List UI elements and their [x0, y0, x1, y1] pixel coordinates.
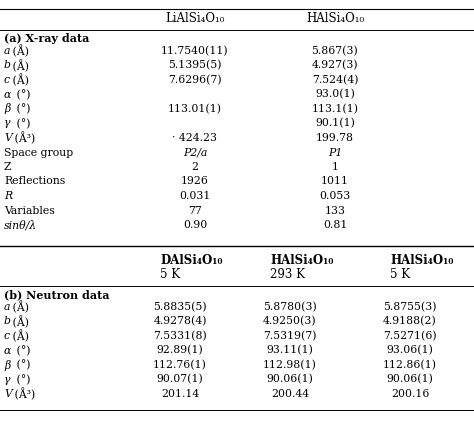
Text: (Å): (Å)	[9, 315, 29, 328]
Text: P1: P1	[328, 147, 342, 158]
Text: 113.1(1): 113.1(1)	[311, 104, 358, 114]
Text: DAlSi₄O₁₀: DAlSi₄O₁₀	[160, 254, 222, 266]
Text: 1: 1	[331, 162, 338, 172]
Text: 7.5331(8): 7.5331(8)	[153, 331, 207, 341]
Text: 7.5319(7): 7.5319(7)	[263, 331, 317, 341]
Text: 293 K: 293 K	[270, 267, 305, 281]
Text: (°): (°)	[13, 345, 30, 356]
Text: LiAlSi₄O₁₀: LiAlSi₄O₁₀	[165, 12, 225, 25]
Text: (Å): (Å)	[9, 330, 29, 342]
Text: 112.76(1): 112.76(1)	[153, 360, 207, 370]
Text: 92.89(1): 92.89(1)	[156, 345, 203, 356]
Text: 200.16: 200.16	[391, 389, 429, 399]
Text: (b) Neutron data: (b) Neutron data	[4, 289, 109, 301]
Text: 90.1(1): 90.1(1)	[315, 119, 355, 129]
Text: 7.6296(7): 7.6296(7)	[168, 75, 222, 85]
Text: 1011: 1011	[321, 177, 349, 186]
Text: β: β	[4, 103, 10, 115]
Text: 90.06(1): 90.06(1)	[387, 374, 433, 385]
Text: γ: γ	[4, 119, 10, 128]
Text: 1926: 1926	[181, 177, 209, 186]
Text: 199.78: 199.78	[316, 133, 354, 143]
Text: 5.8780(3): 5.8780(3)	[263, 302, 317, 312]
Text: (a) X-ray data: (a) X-ray data	[4, 33, 90, 44]
Text: HAlSi₄O₁₀: HAlSi₄O₁₀	[306, 12, 364, 25]
Text: b: b	[4, 60, 11, 71]
Text: 5.1395(5): 5.1395(5)	[168, 60, 222, 71]
Text: (Å): (Å)	[9, 74, 29, 86]
Text: c: c	[4, 331, 10, 341]
Text: 200.44: 200.44	[271, 389, 309, 399]
Text: β: β	[4, 360, 10, 370]
Text: sinθ/λ: sinθ/λ	[4, 220, 37, 230]
Text: 93.11(1): 93.11(1)	[266, 345, 313, 356]
Text: α: α	[4, 90, 11, 99]
Text: 4.9250(3): 4.9250(3)	[263, 316, 317, 327]
Text: 0.053: 0.053	[319, 191, 351, 201]
Text: 113.01(1): 113.01(1)	[168, 104, 222, 114]
Text: (°): (°)	[13, 118, 30, 129]
Text: 0.031: 0.031	[179, 191, 210, 201]
Text: (°): (°)	[13, 104, 30, 114]
Text: (°): (°)	[13, 89, 30, 100]
Text: 112.86(1): 112.86(1)	[383, 360, 437, 370]
Text: 133: 133	[325, 206, 346, 215]
Text: (Å): (Å)	[9, 45, 29, 57]
Text: V: V	[4, 389, 12, 399]
Text: 5.8835(5): 5.8835(5)	[153, 302, 207, 312]
Text: (°): (°)	[13, 374, 30, 385]
Text: 5.867(3): 5.867(3)	[311, 46, 358, 56]
Text: Space group: Space group	[4, 147, 73, 158]
Text: 90.06(1): 90.06(1)	[266, 374, 313, 385]
Text: 2: 2	[191, 162, 199, 172]
Text: c: c	[4, 75, 10, 85]
Text: (Å): (Å)	[9, 59, 29, 72]
Text: 112.98(1): 112.98(1)	[263, 360, 317, 370]
Text: 201.14: 201.14	[161, 389, 199, 399]
Text: HAlSi₄O₁₀: HAlSi₄O₁₀	[270, 254, 333, 266]
Text: R: R	[4, 191, 12, 201]
Text: 4.9278(4): 4.9278(4)	[153, 316, 207, 327]
Text: V: V	[4, 133, 12, 143]
Text: (°): (°)	[13, 360, 30, 370]
Text: 93.0(1): 93.0(1)	[315, 89, 355, 99]
Text: HAlSi₄O₁₀: HAlSi₄O₁₀	[390, 254, 453, 266]
Text: 7.5271(6): 7.5271(6)	[383, 331, 437, 341]
Text: (Å): (Å)	[9, 301, 29, 313]
Text: α: α	[4, 345, 11, 356]
Text: 0.90: 0.90	[183, 220, 207, 230]
Text: 5.8755(3): 5.8755(3)	[383, 302, 437, 312]
Text: 90.07(1): 90.07(1)	[156, 374, 203, 385]
Text: 5 K: 5 K	[390, 267, 410, 281]
Text: 0.81: 0.81	[323, 220, 347, 230]
Text: (Å³): (Å³)	[11, 132, 35, 144]
Text: 4.927(3): 4.927(3)	[312, 60, 358, 71]
Text: 93.06(1): 93.06(1)	[387, 345, 433, 356]
Text: Reflections: Reflections	[4, 177, 65, 186]
Text: γ: γ	[4, 374, 10, 385]
Text: 5 K: 5 K	[160, 267, 180, 281]
Text: Z: Z	[4, 162, 11, 172]
Text: (Å³): (Å³)	[11, 388, 35, 400]
Text: 4.9188(2): 4.9188(2)	[383, 316, 437, 327]
Text: b: b	[4, 317, 11, 326]
Text: 77: 77	[188, 206, 202, 215]
Text: a: a	[4, 46, 10, 56]
Text: Variables: Variables	[4, 206, 55, 215]
Text: 11.7540(11): 11.7540(11)	[161, 46, 229, 56]
Text: · 424.23: · 424.23	[173, 133, 218, 143]
Text: a: a	[4, 302, 10, 312]
Text: 7.524(4): 7.524(4)	[312, 75, 358, 85]
Text: P2/a: P2/a	[183, 147, 207, 158]
